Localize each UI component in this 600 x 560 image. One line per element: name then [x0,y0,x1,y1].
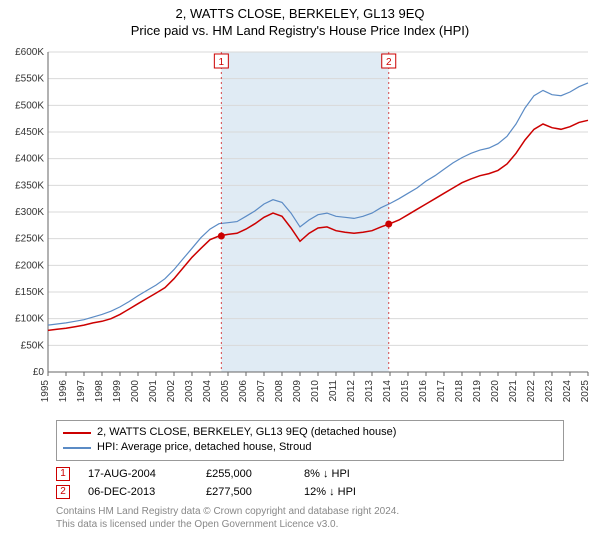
svg-text:£100K: £100K [15,314,44,325]
svg-text:1996: 1996 [58,380,69,403]
svg-text:2020: 2020 [490,380,501,403]
svg-text:2015: 2015 [400,380,411,403]
svg-text:2022: 2022 [526,380,537,403]
svg-text:2023: 2023 [544,380,555,403]
svg-text:2025: 2025 [580,380,591,403]
svg-text:2010: 2010 [310,380,321,403]
legend-row-hpi: HPI: Average price, detached house, Stro… [63,440,557,455]
marker-icon: 1 [56,467,70,481]
svg-text:2019: 2019 [472,380,483,403]
svg-text:2009: 2009 [292,380,303,403]
footnote-line: Contains HM Land Registry data © Crown c… [56,505,564,518]
svg-text:1998: 1998 [94,380,105,403]
svg-text:£300K: £300K [15,207,44,218]
svg-text:£600K: £600K [15,47,44,58]
svg-text:£250K: £250K [15,234,44,245]
svg-text:£0: £0 [33,367,45,378]
svg-text:2017: 2017 [436,380,447,403]
svg-text:2011: 2011 [328,380,339,402]
svg-text:2014: 2014 [382,380,393,403]
svg-text:2021: 2021 [508,380,519,403]
svg-text:£150K: £150K [15,287,44,298]
transaction-date: 17-AUG-2004 [88,468,188,480]
svg-text:£400K: £400K [15,154,44,165]
page-subtitle: Price paid vs. HM Land Registry's House … [0,21,600,44]
svg-text:2008: 2008 [274,380,285,403]
svg-text:£50K: £50K [21,340,45,351]
footnote-line: This data is licensed under the Open Gov… [56,518,564,531]
svg-text:2016: 2016 [418,380,429,403]
page: 2, WATTS CLOSE, BERKELEY, GL13 9EQ Price… [0,0,600,560]
footnote: Contains HM Land Registry data © Crown c… [56,505,564,531]
svg-text:2003: 2003 [184,380,195,403]
legend-row-property: 2, WATTS CLOSE, BERKELEY, GL13 9EQ (deta… [63,425,557,440]
chart-area: £0 £50K £100K £150K £200K £250K £300K £350K £400… [0,44,600,414]
svg-text:£550K: £550K [15,74,44,85]
legend-label-hpi: HPI: Average price, detached house, Stro… [97,440,311,455]
svg-text:£450K: £450K [15,127,44,138]
transaction-diff: 12% ↓ HPI [304,486,564,498]
svg-text:£200K: £200K [15,260,44,271]
svg-text:2012: 2012 [346,380,357,403]
svg-text:1: 1 [219,57,225,68]
svg-text:2002: 2002 [166,380,177,403]
svg-text:1999: 1999 [112,380,123,403]
svg-text:2024: 2024 [562,380,573,403]
legend-label-property: 2, WATTS CLOSE, BERKELEY, GL13 9EQ (deta… [97,425,396,440]
svg-text:1995: 1995 [40,380,51,403]
transaction-price: £255,000 [206,468,286,480]
table-row: 1 17-AUG-2004 £255,000 8% ↓ HPI [56,465,564,483]
marker-icon: 2 [56,485,70,499]
transaction-date: 06-DEC-2013 [88,486,188,498]
legend-swatch-property [63,432,91,434]
svg-text:2005: 2005 [220,380,231,403]
svg-text:1997: 1997 [76,380,87,403]
transaction-diff: 8% ↓ HPI [304,468,564,480]
svg-text:2000: 2000 [130,380,141,403]
svg-text:£350K: £350K [15,180,44,191]
price-chart: £0 £50K £100K £150K £200K £250K £300K £350K £400… [0,44,600,414]
svg-text:2004: 2004 [202,380,213,403]
table-row: 2 06-DEC-2013 £277,500 12% ↓ HPI [56,483,564,501]
svg-text:2013: 2013 [364,380,375,403]
transactions-table: 1 17-AUG-2004 £255,000 8% ↓ HPI 2 06-DEC… [56,465,564,501]
legend: 2, WATTS CLOSE, BERKELEY, GL13 9EQ (deta… [56,420,564,461]
svg-text:£500K: £500K [15,100,44,111]
svg-text:2018: 2018 [454,380,465,403]
transaction-price: £277,500 [206,486,286,498]
svg-text:2: 2 [386,57,392,68]
legend-swatch-hpi [63,447,91,449]
svg-text:2007: 2007 [256,380,267,403]
svg-text:2001: 2001 [148,380,159,403]
page-title: 2, WATTS CLOSE, BERKELEY, GL13 9EQ [0,0,600,21]
svg-text:2006: 2006 [238,380,249,403]
